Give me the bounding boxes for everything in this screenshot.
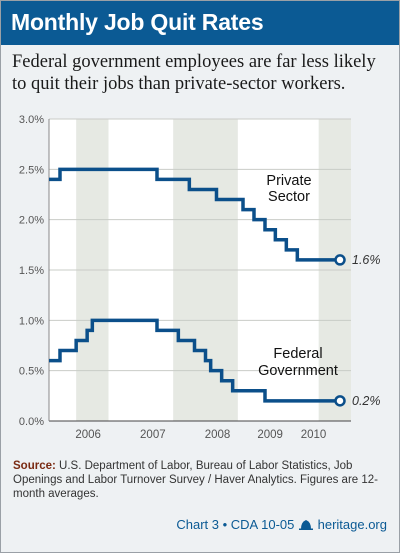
source-text: U.S. Department of Labor, Bureau of Labo…: [13, 460, 378, 500]
chart-reference: Chart 3 • CDA 10-05: [176, 517, 295, 532]
x-tick-label: 2006: [75, 429, 101, 441]
source-label: Source:: [13, 460, 56, 472]
series-end-label-1: 0.2%: [352, 394, 381, 408]
line-chart: 0.0% 0.5% 1.0% 1.5% 2.0% 2.5% 3.0% 2006 2007 2008…: [19, 114, 381, 441]
y-tick-label: 2.5%: [19, 164, 44, 176]
series-endpoint-1: [334, 395, 346, 407]
site-link[interactable]: heritage.org: [317, 517, 387, 532]
series-end-label-0: 1.6%: [352, 253, 381, 267]
series-line-0: [49, 167, 341, 262]
source-note: Source: U.S. Department of Labor, Bureau…: [13, 459, 388, 501]
x-tick-label: 2008: [205, 429, 231, 441]
y-tick-label: 0.5%: [19, 366, 44, 378]
x-tick-label: 2009: [257, 429, 283, 441]
liberty-bell-icon: [298, 520, 313, 530]
y-tick-label: 2.0%: [19, 215, 44, 227]
series-endpoint-0: [334, 254, 346, 266]
series-label-1: Federal: [273, 346, 322, 362]
series-line-1: [49, 318, 341, 403]
title-bar: Monthly Job Quit Rates: [1, 1, 399, 45]
y-tick-label: 1.5%: [19, 265, 44, 277]
y-tick-label: 0.0%: [19, 416, 44, 428]
y-tick-label: 3.0%: [19, 114, 44, 126]
series-label-0: Sector: [268, 189, 310, 205]
y-tick-label: 1.0%: [19, 315, 44, 327]
x-tick-label: 2007: [140, 429, 166, 441]
series-label-1: Government: [258, 363, 338, 379]
series-label-0: Private: [266, 173, 311, 189]
footer: Chart 3 • CDA 10-05 heritage.org: [176, 517, 387, 532]
chart-title: Monthly Job Quit Rates: [11, 9, 264, 35]
chart-subtitle: Federal government employees are far les…: [12, 52, 376, 94]
x-tick-label: 2010: [301, 429, 327, 441]
